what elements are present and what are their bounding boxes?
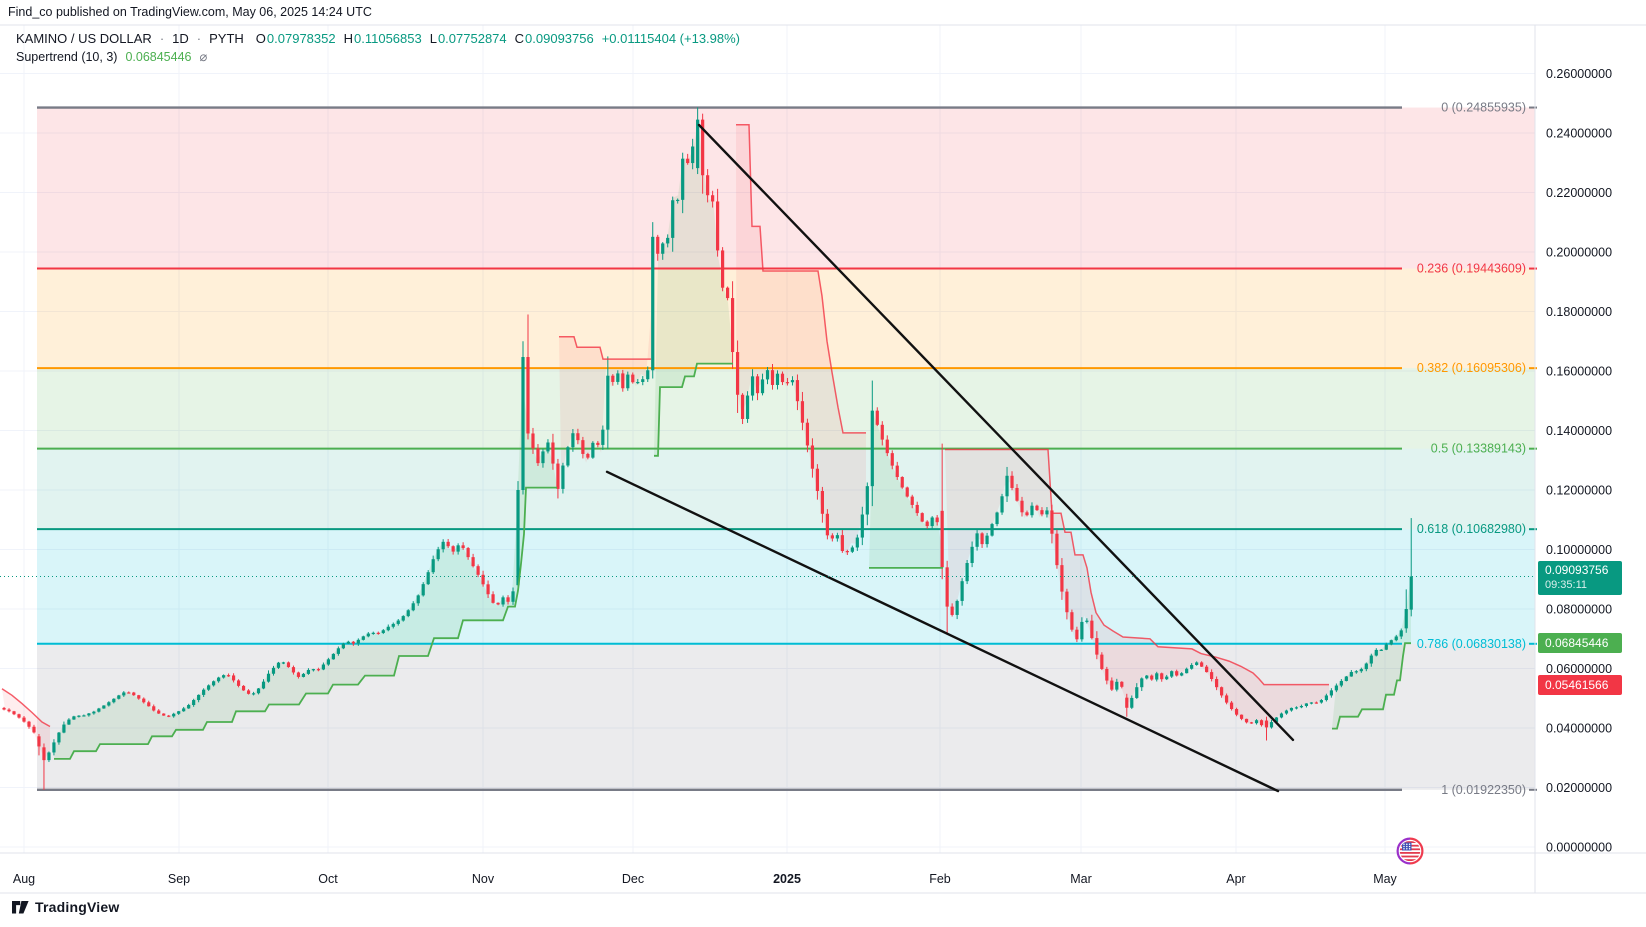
time-axis[interactable]: Aug Sep Oct Nov Dec 2025 Feb Mar Apr May <box>13 872 1398 886</box>
fib-label: 0 (0.24855935) <box>1441 101 1526 115</box>
current-price-value: 0.09093756 <box>1545 563 1609 578</box>
fib-label: 0.786 (0.06830138) <box>1417 637 1526 651</box>
price-axis-label: 0.26000000 <box>1546 67 1612 81</box>
legend-separator: · <box>196 31 202 46</box>
indicator-hidden-icon[interactable]: ⌀ <box>199 49 208 64</box>
time-axis-label: 2025 <box>773 872 801 886</box>
price-axis-label: 0.00000000 <box>1546 841 1612 855</box>
time-axis-label: Dec <box>622 872 644 886</box>
time-axis-label: Nov <box>472 872 495 886</box>
price-axis-label: 0.20000000 <box>1546 246 1612 260</box>
fib-label: 0.382 (0.16095306) <box>1417 361 1526 375</box>
exchange-label: PYTH <box>209 31 244 46</box>
pane-separators <box>0 24 1646 894</box>
price-axis[interactable]: 0.26000000 0.24000000 0.22000000 0.20000000… <box>1546 67 1612 855</box>
price-axis-label: 0.12000000 <box>1546 484 1612 498</box>
fib-label: 0.236 (0.19443609) <box>1417 262 1526 276</box>
price-axis-label: 0.16000000 <box>1546 365 1612 379</box>
time-axis-label: Oct <box>318 872 338 886</box>
supertrend-up-badge: 0.06845446 <box>1538 633 1622 654</box>
change-value: +0.01115404 (+13.98%) <box>601 31 741 46</box>
price-axis-label: 0.18000000 <box>1546 305 1612 319</box>
fibonacci-level-lines[interactable]: 0 (0.24855935) 0.236 (0.19443609) 0.382 (0… <box>37 101 1537 797</box>
fib-label: 1 (0.01922350) <box>1441 783 1526 797</box>
tradingview-attribution[interactable]: TradingView <box>12 899 119 915</box>
candlestick-series[interactable] <box>2 107 1413 790</box>
legend-separator: · <box>159 31 165 46</box>
indicator-legend-row[interactable]: Supertrend (10, 3) 0.06845446 ⌀ <box>16 49 207 65</box>
supertrend-down-badge: 0.05461566 <box>1538 674 1622 695</box>
price-axis-label: 0.14000000 <box>1546 424 1612 438</box>
fib-label: 0.5 (0.13389143) <box>1431 442 1526 456</box>
price-axis-label: 0.04000000 <box>1546 722 1612 736</box>
low-value: L 0.07752874 <box>429 31 507 46</box>
price-axis-label: 0.06000000 <box>1546 662 1612 676</box>
time-axis-label: Sep <box>168 872 190 886</box>
indicator-value: 0.06845446 <box>125 50 192 64</box>
current-price-badge: 0.09093756 09:35:11 <box>1538 561 1622 596</box>
indicator-name[interactable]: Supertrend (10, 3) <box>16 50 118 64</box>
time-axis-label: Apr <box>1226 872 1245 886</box>
price-axis-label: 0.02000000 <box>1546 781 1612 795</box>
open-value: O 0.07978352 <box>255 31 336 46</box>
trendline-drawings[interactable] <box>605 123 1295 793</box>
price-axis-label: 0.22000000 <box>1546 186 1612 200</box>
price-axis-label: 0.10000000 <box>1546 543 1612 557</box>
tradingview-logo-icon <box>12 900 29 913</box>
interval-label[interactable]: 1D <box>172 31 189 46</box>
price-axis-label: 0.08000000 <box>1546 603 1612 617</box>
symbol-title[interactable]: KAMINO / US DOLLAR <box>16 31 152 46</box>
high-value: H 0.11056853 <box>343 31 422 46</box>
price-axis-label: 0.24000000 <box>1546 127 1612 141</box>
publish-header: Find_co published on TradingView.com, Ma… <box>8 5 372 19</box>
fibonacci-zones[interactable] <box>37 107 1535 790</box>
time-axis-label: Mar <box>1070 872 1092 886</box>
time-axis-label: Aug <box>13 872 35 886</box>
us-flag-icon[interactable] <box>1396 837 1424 865</box>
close-value: C 0.09093756 <box>514 31 594 46</box>
time-axis-label: Feb <box>929 872 951 886</box>
tradingview-logo-text: TradingView <box>35 899 120 915</box>
fib-label: 0.618 (0.10682980) <box>1417 522 1526 536</box>
symbol-legend-row[interactable]: KAMINO / US DOLLAR · 1D · PYTH O 0.079783… <box>16 31 740 46</box>
supertrend-line[interactable] <box>1 123 1411 760</box>
bar-countdown: 09:35:11 <box>1545 579 1588 592</box>
time-axis-label: May <box>1373 872 1397 886</box>
